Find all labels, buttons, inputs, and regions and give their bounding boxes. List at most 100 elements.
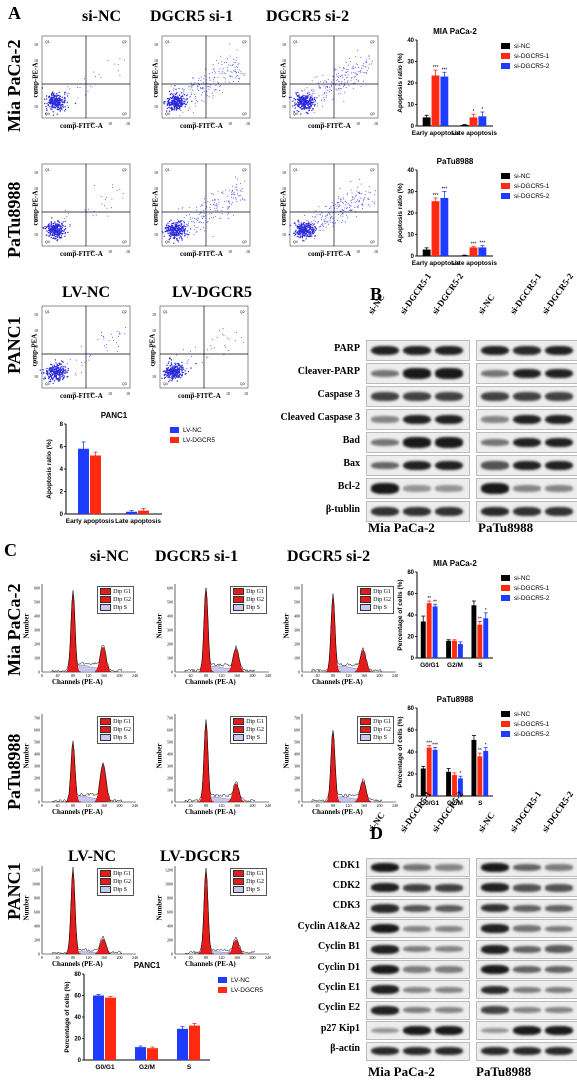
svg-text:200: 200 <box>250 673 256 678</box>
panel-label-c: C <box>4 540 17 560</box>
legend-swatch <box>233 870 245 877</box>
bar <box>440 197 449 256</box>
legend-label: Dip S <box>246 734 260 741</box>
svg-text:240: 240 <box>265 955 271 960</box>
band <box>403 966 431 973</box>
band <box>513 485 541 492</box>
svg-text:10: 10 <box>282 202 286 207</box>
bar <box>432 749 438 796</box>
panel-label-d: D <box>370 823 383 843</box>
svg-text:120: 120 <box>219 955 225 960</box>
legend-swatch <box>233 718 245 725</box>
row-title-patu: PaTu8988 <box>4 181 24 258</box>
blot-b-cell-mia: Mia PaCa-2 <box>368 520 435 535</box>
legend-label: si-NC <box>514 173 531 180</box>
bar <box>126 511 137 514</box>
band <box>435 506 463 517</box>
svg-text:10: 10 <box>154 202 158 207</box>
legend-entry: Dip G2 <box>233 877 264 886</box>
svg-text:Q2: Q2 <box>370 168 375 172</box>
y-tick-label: 40 <box>407 750 414 756</box>
legend-label: Dip G2 <box>113 878 131 885</box>
band <box>513 1007 541 1014</box>
histogram-legend: Dip G1 Dip G2 Dip S <box>357 716 394 744</box>
svg-text:10: 10 <box>190 391 194 396</box>
svg-text:300: 300 <box>34 764 40 769</box>
flow-xlabel: comp-FITC-A <box>180 122 223 130</box>
flow-plot: Q1 Q2 Q3 Q4 10 10 10 10 10 10 10 10 10 comp-FITC-A com… <box>152 163 251 258</box>
y-tick-label: 60 <box>74 994 81 1000</box>
col-title-si-nc-c: si-NC <box>90 548 130 565</box>
protein-label: Bax <box>343 457 360 469</box>
bar <box>457 644 463 658</box>
protein-label: PARP <box>334 342 360 354</box>
band <box>545 945 573 953</box>
legend-swatch <box>100 877 112 885</box>
band <box>481 944 509 954</box>
svg-text:200: 200 <box>250 955 256 960</box>
band <box>513 414 541 425</box>
protein-label: CDK2 <box>332 879 360 891</box>
significance-mark: *** <box>432 743 438 749</box>
cell-cycle-histogram: 0 100 200 300 400 500 600 700 0 40 80 120 160 200 240 D… <box>282 714 398 816</box>
significance-mark: ** <box>478 616 482 622</box>
legend-label: Dip S <box>373 604 387 611</box>
svg-text:100: 100 <box>34 656 40 661</box>
svg-text:Q4: Q4 <box>165 112 170 116</box>
legend-swatch <box>218 977 227 983</box>
blot-strip <box>476 455 577 476</box>
band <box>545 925 573 932</box>
svg-text:120: 120 <box>346 803 352 808</box>
chart-title: MIA PaCa-2 <box>433 559 477 568</box>
histogram-ylabel: Number <box>155 743 164 769</box>
x-tick-label: Late apoptosis <box>115 518 161 525</box>
significance-mark: *** <box>441 67 447 73</box>
bar <box>478 116 487 126</box>
legend-label: si-DGCR5-1 <box>514 183 550 190</box>
flow-xlabel: comp-FITC-A <box>60 392 103 400</box>
legend-label: Dip G1 <box>373 718 391 725</box>
x-tick-label: Early apoptosis <box>412 130 461 137</box>
svg-text:Q1: Q1 <box>45 168 50 172</box>
blot-strip <box>366 980 470 1000</box>
svg-text:Q2: Q2 <box>122 168 127 172</box>
svg-text:600: 600 <box>167 586 173 591</box>
col-title-dgcr5-si2-c: DGCR5 si-2 <box>287 548 371 565</box>
histogram-ylabel: Number <box>155 613 164 639</box>
protein-label: p27 Kip1 <box>320 1022 360 1034</box>
svg-text:10: 10 <box>72 249 76 254</box>
legend-swatch <box>170 437 179 443</box>
band <box>513 392 541 401</box>
histogram-legend: Dip G1 Dip G2 Dip S <box>230 868 267 896</box>
svg-text:10: 10 <box>282 104 286 109</box>
protein-label: Bcl-2 <box>337 480 360 492</box>
y-tick-label: 20 <box>407 772 414 778</box>
band <box>481 924 509 934</box>
legend-swatch <box>360 725 372 733</box>
chart-cellcycle-mia: MIA PaCa-2 0 20 40 60 80 Percentage of cells (… <box>393 558 573 679</box>
cell-cycle-histogram: 0 100 200 300 400 500 600 0 40 80 120 160 200 240 Dip … <box>282 584 398 686</box>
col-title-lv-dgcr5-c: LV-DGCR5 <box>160 848 241 865</box>
svg-text:Q3: Q3 <box>242 240 247 244</box>
svg-text:Q4: Q4 <box>165 240 170 244</box>
legend-swatch <box>501 711 510 717</box>
band <box>371 506 399 517</box>
svg-text:10: 10 <box>152 360 156 365</box>
histogram-legend: Dip G1 Dip G2 Dip S <box>97 868 134 896</box>
svg-text:10: 10 <box>282 218 286 223</box>
legend-label: si-DGCR5-2 <box>514 595 550 602</box>
row-title-mia: Mia PaCa-2 <box>4 39 24 132</box>
blot-strip <box>366 960 470 979</box>
y-tick-label: 8 <box>60 422 64 428</box>
legend-label: Dip G1 <box>246 870 264 877</box>
svg-text:120: 120 <box>86 673 92 678</box>
band <box>371 883 399 893</box>
svg-text:500: 500 <box>294 600 300 605</box>
svg-text:10: 10 <box>356 249 360 254</box>
svg-text:80: 80 <box>331 673 335 678</box>
blot-strip <box>476 386 577 407</box>
significance-mark: *** <box>479 241 485 247</box>
